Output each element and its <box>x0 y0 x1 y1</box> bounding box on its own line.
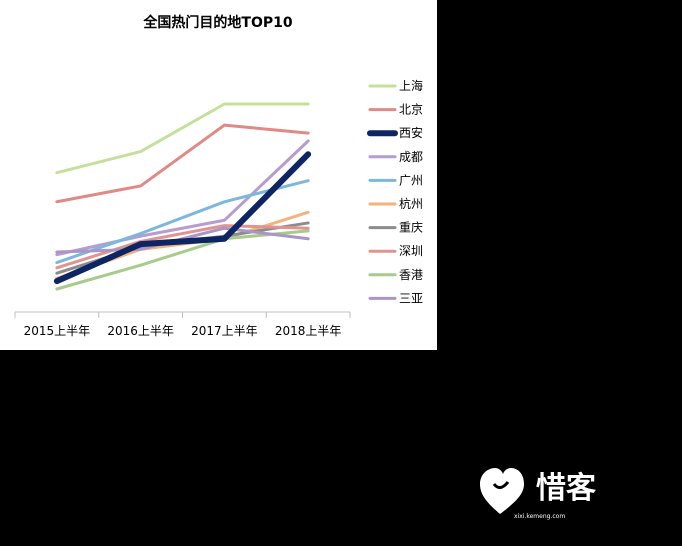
logo-subtext: xixi.kemeng.com <box>514 513 565 520</box>
series-line <box>55 179 310 265</box>
x-tick-label: 2016上半年 <box>107 324 174 338</box>
series-line <box>55 139 310 257</box>
series-line <box>55 224 310 270</box>
chart-panel: 全国热门目的地TOP10 2015上半年 2016上半年 2017上半年 2018上半… <box>0 0 437 350</box>
series-line <box>55 123 310 204</box>
legend-label: 西安 <box>399 125 423 140</box>
logo-text: 惜客 <box>536 471 596 506</box>
legend-label: 北京 <box>399 103 423 117</box>
line-chart: 全国热门目的地TOP10 2015上半年 2016上半年 2017上半年 2018上半… <box>14 14 423 338</box>
legend-label: 三亚 <box>399 291 423 305</box>
series-line <box>55 102 310 175</box>
legend-label: 重庆 <box>399 221 423 235</box>
heart-logo-icon <box>480 468 524 514</box>
watermark-logo: 惜客 xixi.kemeng.com <box>480 468 596 520</box>
legend-label: 杭州 <box>399 196 423 211</box>
x-tick-label: 2017上半年 <box>191 324 258 338</box>
legend-label: 上海 <box>399 78 423 93</box>
series-layer <box>53 102 312 291</box>
x-tick-label: 2015上半年 <box>24 324 91 338</box>
x-axis: 2015上半年 2016上半年 2017上半年 2018上半年 <box>14 311 351 338</box>
legend-label: 深圳 <box>399 244 423 258</box>
legend-label: 香港 <box>399 268 423 282</box>
chart-title: 全国热门目的地TOP10 <box>142 14 292 31</box>
legend-label: 成都 <box>399 150 423 164</box>
series-line <box>53 151 312 285</box>
legend-label: 广州 <box>399 173 423 187</box>
x-tick-label: 2018上半年 <box>275 324 342 338</box>
